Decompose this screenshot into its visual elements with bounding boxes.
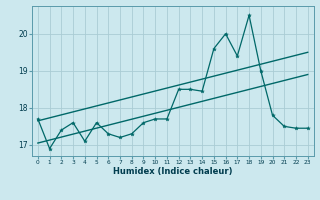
X-axis label: Humidex (Indice chaleur): Humidex (Indice chaleur) [113, 167, 233, 176]
